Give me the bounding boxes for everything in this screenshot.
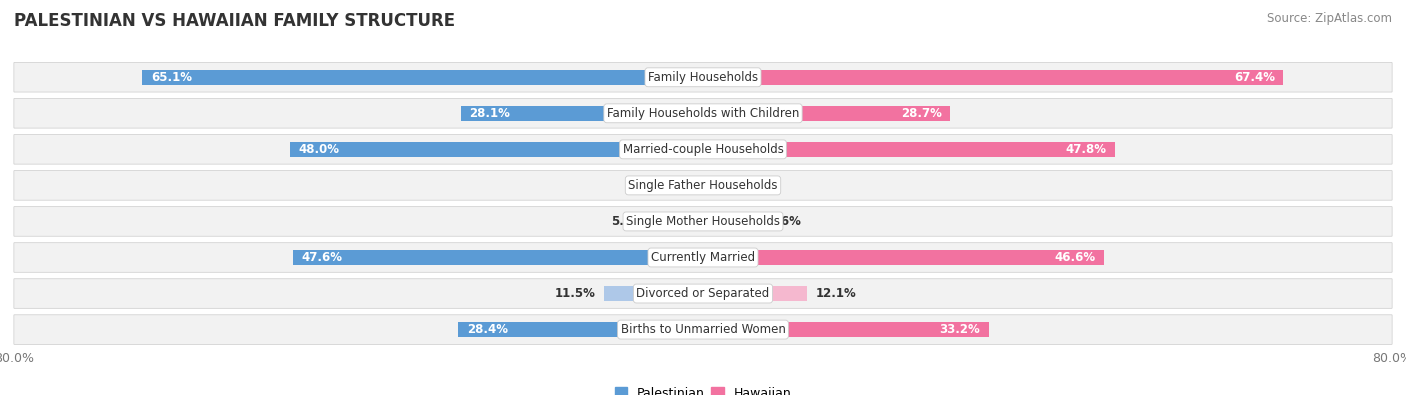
- FancyBboxPatch shape: [14, 243, 1392, 272]
- Text: 33.2%: 33.2%: [939, 323, 980, 336]
- Text: 6.6%: 6.6%: [769, 215, 801, 228]
- Text: Single Mother Households: Single Mother Households: [626, 215, 780, 228]
- Bar: [703, 322, 988, 337]
- Text: PALESTINIAN VS HAWAIIAN FAMILY STRUCTURE: PALESTINIAN VS HAWAIIAN FAMILY STRUCTURE: [14, 12, 456, 30]
- Text: 47.8%: 47.8%: [1064, 143, 1107, 156]
- Bar: [703, 70, 1284, 85]
- Bar: [652, 214, 703, 229]
- Text: 28.1%: 28.1%: [470, 107, 510, 120]
- Bar: [703, 214, 759, 229]
- Text: 5.9%: 5.9%: [610, 215, 644, 228]
- Text: 46.6%: 46.6%: [1054, 251, 1095, 264]
- FancyBboxPatch shape: [14, 315, 1392, 344]
- Text: 2.2%: 2.2%: [643, 179, 675, 192]
- Legend: Palestinian, Hawaiian: Palestinian, Hawaiian: [610, 382, 796, 395]
- FancyBboxPatch shape: [14, 171, 1392, 200]
- Text: Source: ZipAtlas.com: Source: ZipAtlas.com: [1267, 12, 1392, 25]
- Text: 65.1%: 65.1%: [150, 71, 193, 84]
- Text: Births to Unmarried Women: Births to Unmarried Women: [620, 323, 786, 336]
- Bar: [703, 105, 950, 121]
- Text: Family Households: Family Households: [648, 71, 758, 84]
- Text: 11.5%: 11.5%: [554, 287, 595, 300]
- Text: 28.4%: 28.4%: [467, 323, 508, 336]
- Text: Married-couple Households: Married-couple Households: [623, 143, 783, 156]
- Text: 67.4%: 67.4%: [1234, 71, 1275, 84]
- Bar: [461, 105, 703, 121]
- Text: 47.6%: 47.6%: [302, 251, 343, 264]
- Bar: [703, 178, 727, 193]
- Bar: [605, 286, 703, 301]
- FancyBboxPatch shape: [14, 135, 1392, 164]
- Text: 28.7%: 28.7%: [901, 107, 942, 120]
- Text: Family Households with Children: Family Households with Children: [607, 107, 799, 120]
- Bar: [458, 322, 703, 337]
- Bar: [142, 70, 703, 85]
- Bar: [292, 250, 703, 265]
- Bar: [703, 286, 807, 301]
- FancyBboxPatch shape: [14, 62, 1392, 92]
- Text: 2.7%: 2.7%: [735, 179, 768, 192]
- Text: 48.0%: 48.0%: [298, 143, 339, 156]
- Text: Currently Married: Currently Married: [651, 251, 755, 264]
- Text: 12.1%: 12.1%: [815, 287, 856, 300]
- Bar: [290, 142, 703, 157]
- FancyBboxPatch shape: [14, 98, 1392, 128]
- Text: Single Father Households: Single Father Households: [628, 179, 778, 192]
- Text: Divorced or Separated: Divorced or Separated: [637, 287, 769, 300]
- FancyBboxPatch shape: [14, 279, 1392, 308]
- Bar: [685, 178, 703, 193]
- Bar: [703, 250, 1104, 265]
- FancyBboxPatch shape: [14, 207, 1392, 236]
- Bar: [703, 142, 1115, 157]
